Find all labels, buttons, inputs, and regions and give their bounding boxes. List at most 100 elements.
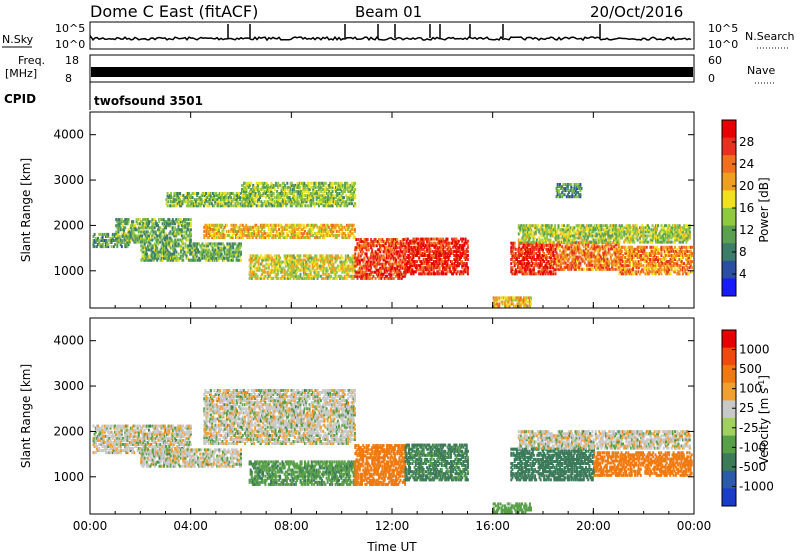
heatmap-cell [289, 236, 292, 239]
heatmap-cell [141, 244, 144, 248]
heatmap-cell [228, 229, 231, 233]
heatmap-cell [172, 258, 174, 262]
heatmap-cell [153, 242, 156, 246]
heatmap-cell [272, 276, 275, 280]
heatmap-cell [353, 229, 356, 233]
heatmap-cell [238, 246, 241, 250]
heatmap-cell [94, 241, 97, 244]
heatmap-cell [165, 202, 168, 206]
heatmap-cell [187, 258, 190, 262]
heatmap-cell [317, 232, 320, 235]
heatmap-cell [127, 239, 130, 242]
heatmap-cell [230, 198, 233, 202]
heatmap-cell [198, 202, 201, 206]
heatmap-cell [260, 200, 263, 204]
heatmap-cell [126, 218, 129, 222]
heatmap-cell [332, 194, 335, 198]
heatmap-cell [200, 202, 203, 206]
heatmap-cell [250, 227, 253, 231]
heatmap-cell [325, 227, 328, 231]
heatmap-cell [224, 202, 227, 206]
heatmap-cell [338, 225, 340, 229]
heatmap-cell [331, 190, 334, 193]
heatmap-cell [200, 198, 203, 202]
heatmap-cell [231, 200, 234, 204]
heatmap-cell [220, 242, 223, 246]
heatmap-cell [168, 204, 171, 208]
heatmap-cell [151, 238, 154, 242]
heatmap-cell [278, 202, 281, 206]
heatmap-cell [265, 181, 268, 185]
heatmap-cell [515, 254, 518, 257]
heatmap-cell [309, 223, 312, 227]
heatmap-cell [175, 244, 178, 248]
heatmap-cell [119, 243, 122, 247]
heatmap-cell [318, 229, 321, 233]
heatmap-cell [513, 241, 516, 245]
heatmap-cell [214, 192, 217, 195]
heatmap-cell [224, 194, 227, 198]
heatmap-cell [199, 252, 202, 256]
heatmap-cell [125, 239, 128, 242]
heatmap-cell [241, 236, 244, 239]
heatmap-cell [212, 258, 215, 262]
heatmap-cell [188, 196, 191, 200]
heatmap-cell [221, 194, 223, 198]
heatmap-cell [326, 223, 329, 227]
heatmap-cell [246, 227, 249, 231]
heatmap-cell [240, 234, 243, 237]
heatmap-cell [291, 236, 294, 239]
heatmap-cell [157, 254, 160, 258]
heatmap-cell [116, 239, 119, 242]
heatmap-cell [148, 240, 150, 244]
heatmap-cell [163, 220, 166, 224]
heatmap-cell [100, 239, 103, 242]
heatmap-cell [247, 196, 250, 200]
heatmap-cell [303, 181, 306, 185]
heatmap-cell [277, 198, 280, 202]
heatmap-cell [215, 242, 218, 246]
heatmap-cell [157, 228, 160, 232]
heatmap-cell [313, 225, 316, 229]
heatmap-cell [146, 218, 149, 222]
heatmap-cell [268, 204, 271, 208]
heatmap-cell [236, 254, 239, 258]
heatmap-cell [295, 234, 297, 237]
heatmap-cell [280, 194, 283, 198]
heatmap-cell [149, 232, 152, 236]
heatmap-cell [291, 225, 294, 229]
heatmap-cell [182, 252, 185, 256]
heatmap-cell [185, 236, 188, 240]
heatmap-cell [197, 202, 200, 206]
heatmap-cell [188, 230, 191, 234]
heatmap-cell [546, 256, 549, 259]
heatmap-cell [317, 227, 320, 231]
heatmap-cell [248, 236, 251, 239]
heatmap-cell [255, 232, 258, 235]
heatmap-cell [210, 244, 213, 248]
heatmap-cell [134, 236, 137, 240]
heatmap-cell [123, 238, 126, 242]
heatmap-cell [94, 236, 97, 240]
heatmap-cell [292, 223, 295, 227]
heatmap-cell [201, 244, 204, 248]
heatmap-cell [171, 220, 174, 224]
heatmap-cell [119, 226, 122, 230]
heatmap-cell [160, 248, 163, 252]
heatmap-cell [395, 258, 397, 262]
heatmap-cell [277, 185, 280, 189]
heatmap-cell [143, 250, 146, 254]
heatmap-cell [152, 224, 155, 228]
heatmap-cell [165, 220, 167, 224]
heatmap-cell [270, 223, 273, 227]
heatmap-cell [175, 240, 178, 244]
heatmap-cell [253, 234, 256, 237]
heatmap-cell [271, 234, 274, 237]
heatmap-cell [219, 232, 222, 235]
heatmap-cell [319, 234, 322, 237]
heatmap-cell [239, 223, 242, 227]
heatmap-cell [250, 190, 253, 193]
heatmap-cell [128, 234, 131, 238]
heatmap-cell [372, 252, 375, 256]
heatmap-cell [299, 223, 302, 227]
